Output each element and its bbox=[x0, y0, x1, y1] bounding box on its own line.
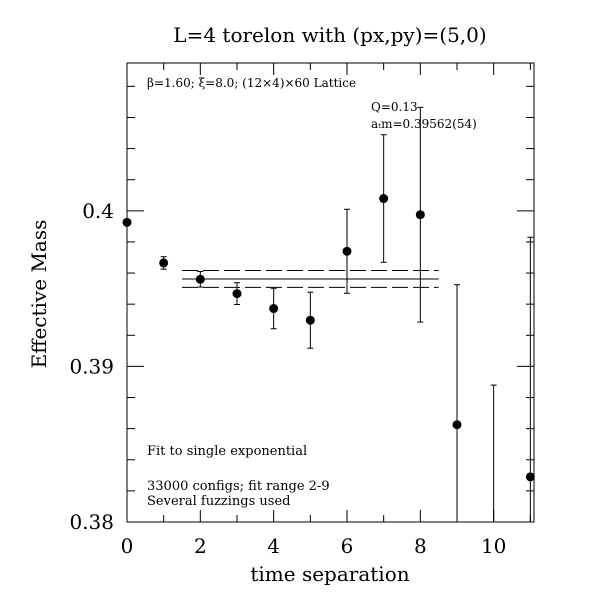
data-point bbox=[195, 274, 205, 284]
annotation-configs: 33000 configs; fit range 2-9 bbox=[147, 479, 330, 494]
x-axis-label: time separation bbox=[250, 562, 409, 586]
data-point bbox=[379, 194, 389, 204]
annotation-fit-note: Fit to single exponential bbox=[147, 444, 307, 459]
x-tick-label: 4 bbox=[267, 534, 280, 558]
y-tick-label: 0.4 bbox=[82, 199, 114, 223]
plot-frame bbox=[126, 62, 535, 523]
x-tick-label: 8 bbox=[414, 534, 427, 558]
x-tick-label: 0 bbox=[121, 534, 134, 558]
data-point bbox=[342, 246, 352, 256]
fit-band bbox=[182, 270, 439, 288]
data-point bbox=[269, 304, 279, 314]
annotation-lattice: β=1.60; ξ=8.0; (12×4)×60 Lattice bbox=[147, 76, 356, 90]
x-tick-labels: 0 2 4 6 8 10 bbox=[121, 534, 507, 558]
x-tick-label: 2 bbox=[194, 534, 207, 558]
data-point bbox=[122, 217, 132, 227]
data-point bbox=[525, 472, 535, 482]
data-point bbox=[232, 289, 242, 299]
data-points bbox=[122, 106, 535, 522]
data-point bbox=[452, 420, 462, 430]
data-point bbox=[305, 315, 315, 325]
data-point bbox=[159, 258, 169, 268]
chart-title: L=4 torelon with (px,py)=(5,0) bbox=[173, 23, 486, 47]
y-tick-label: 0.38 bbox=[69, 510, 114, 534]
annotation-q-value: Q=0.13 bbox=[371, 100, 418, 114]
y-axis-label: Effective Mass bbox=[27, 220, 51, 369]
data-point bbox=[415, 210, 425, 220]
y-tick-labels: 0.38 0.39 0.4 bbox=[69, 199, 114, 534]
annotation-mass-fit: aₜm=0.39562(54) bbox=[371, 117, 477, 131]
x-tick-label: 10 bbox=[481, 534, 506, 558]
y-tick-label: 0.39 bbox=[69, 354, 114, 378]
annotation-fuzzing: Several fuzzings used bbox=[147, 494, 291, 509]
x-tick-label: 6 bbox=[341, 534, 354, 558]
